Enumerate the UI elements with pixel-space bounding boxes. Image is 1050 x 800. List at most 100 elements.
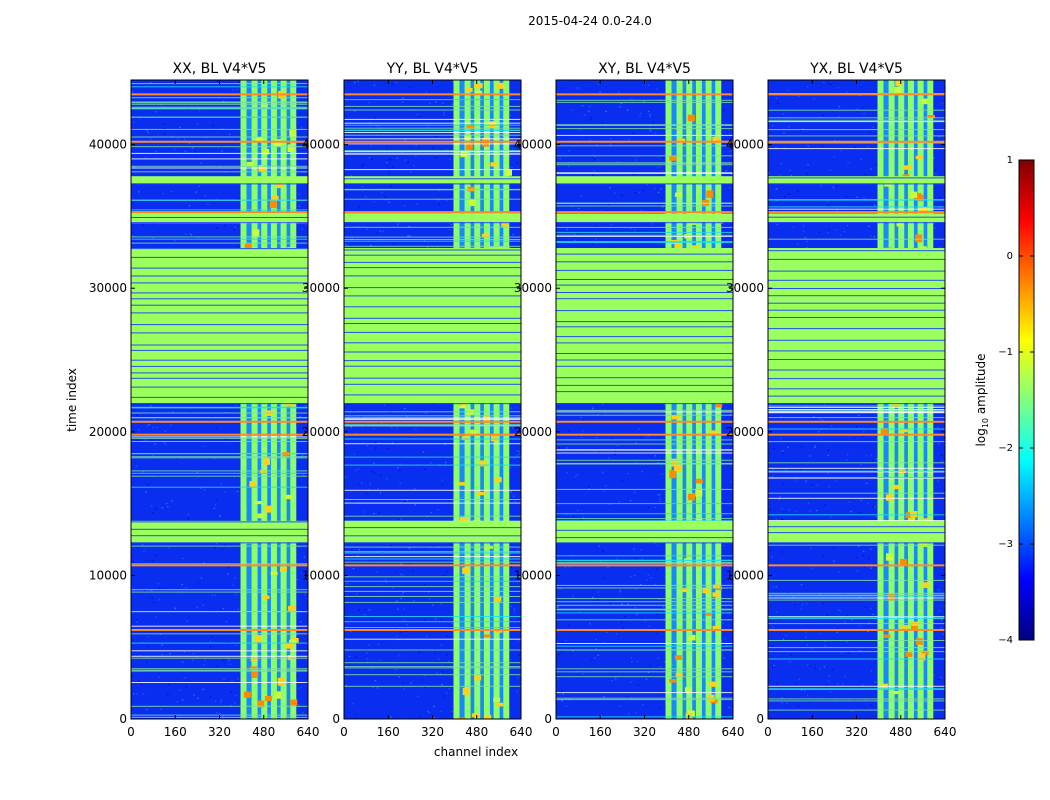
time-stripe: [131, 152, 308, 154]
y-tick-label: 20000: [514, 425, 552, 439]
strong-rfi-row: [556, 420, 733, 423]
time-stripe: [768, 700, 945, 702]
time-stripe: [768, 117, 945, 119]
time-stripe: [344, 109, 521, 111]
colorbar-gradient: [1018, 159, 1035, 641]
time-stripe: [556, 128, 733, 130]
time-stripe: [556, 155, 733, 157]
time-stripe: [344, 546, 521, 548]
time-stripe: [556, 172, 733, 174]
heatmap-panel: XY, BL V4*V5 0 160 320 480 640 0 10000 20000 3000…: [514, 61, 745, 739]
time-stripe: [344, 576, 521, 578]
time-stripe: [344, 418, 521, 420]
time-stripe: [556, 676, 733, 678]
strong-rfi-row: [131, 433, 308, 436]
colorbar-tick-label: −1: [998, 347, 1013, 358]
strong-rfi-row: [344, 564, 521, 567]
time-stripe: [768, 658, 945, 660]
time-stripe: [131, 199, 308, 201]
time-stripe: [131, 242, 308, 244]
time-stripe: [556, 409, 733, 411]
time-stripe: [556, 608, 733, 610]
x-tick-label: 160: [377, 725, 400, 739]
time-stripe: [556, 649, 733, 651]
time-stripe: [768, 148, 945, 150]
time-stripe: [556, 668, 733, 670]
colorbar: 1 0 −1 −2 −3 −4 log10 amplitude: [974, 155, 1035, 646]
time-stripe: [131, 407, 308, 409]
time-stripe: [344, 105, 521, 107]
time-stripe: [768, 410, 945, 412]
time-stripe: [131, 441, 308, 442]
time-stripe: [131, 238, 308, 240]
strong-rfi-row: [556, 564, 733, 567]
flagged-time-band: [768, 176, 945, 184]
time-stripe: [131, 453, 308, 455]
strong-rfi-row: [768, 211, 945, 214]
colorbar-tick-label: −2: [998, 443, 1013, 454]
time-stripe: [768, 647, 945, 649]
time-stripe: [344, 188, 521, 190]
time-stripe: [768, 477, 945, 478]
x-tick-label: 320: [208, 725, 231, 739]
figure-title: 2015-04-24 0.0-24.0: [528, 14, 652, 28]
strong-rfi-row: [131, 420, 308, 423]
time-stripe: [344, 152, 521, 154]
time-stripe: [344, 99, 521, 101]
time-stripe: [344, 601, 521, 603]
time-stripe: [768, 592, 945, 594]
flagged-time-band: [344, 176, 521, 184]
time-stripe: [768, 406, 945, 408]
time-stripe: [556, 619, 733, 621]
colorbar-label: log10 amplitude: [974, 354, 990, 447]
time-stripe: [344, 580, 521, 582]
y-tick-label: 30000: [89, 281, 127, 295]
time-stripe: [131, 412, 308, 414]
time-stripe: [344, 240, 521, 242]
strong-rfi-row: [556, 140, 733, 143]
x-tick-label: 640: [722, 725, 745, 739]
time-stripe: [131, 209, 308, 211]
time-stripe: [768, 238, 945, 240]
heatmap-panel: YY, BL V4*V5 0 160 320 480 640 0 10000 20000 3000…: [302, 61, 533, 739]
x-tick-label: 480: [252, 725, 275, 739]
flagged-time-band: [556, 213, 733, 223]
x-tick-label: 320: [633, 725, 656, 739]
flagged-time-band: [768, 520, 945, 543]
time-stripe: [556, 145, 733, 147]
time-stripe: [768, 119, 945, 121]
time-stripe: [131, 167, 308, 169]
y-tick-label: 20000: [302, 425, 340, 439]
time-stripe: [768, 477, 945, 479]
time-stripe: [131, 97, 308, 99]
x-tick-label: 640: [934, 725, 957, 739]
time-stripe: [768, 417, 945, 419]
time-stripe: [556, 692, 733, 694]
time-stripe: [344, 638, 521, 640]
time-stripe: [768, 595, 945, 597]
time-stripe: [344, 464, 521, 466]
y-tick-label: 30000: [726, 281, 764, 295]
time-stripe: [556, 134, 733, 136]
x-tick-label: 480: [889, 725, 912, 739]
time-stripe: [344, 616, 521, 617]
time-stripe: [556, 645, 733, 647]
colorbar-tick-label: 0: [1007, 251, 1013, 262]
strong-rfi-row: [131, 140, 308, 143]
panel-title: YY, BL V4*V5: [386, 61, 479, 77]
time-stripe: [768, 492, 945, 494]
time-stripe: [768, 206, 945, 208]
flagged-time-band: [344, 520, 521, 543]
time-stripe: [131, 682, 308, 683]
time-stripe: [131, 642, 308, 644]
time-stripe: [131, 457, 308, 459]
time-stripe: [344, 586, 521, 588]
time-stripe: [131, 136, 308, 138]
time-stripe: [131, 545, 308, 547]
y-tick-label: 10000: [514, 568, 552, 582]
time-stripe: [131, 475, 308, 477]
time-stripe: [344, 138, 521, 140]
time-stripe: [768, 623, 945, 625]
time-stripe: [556, 411, 733, 413]
x-tick-label: 160: [801, 725, 824, 739]
